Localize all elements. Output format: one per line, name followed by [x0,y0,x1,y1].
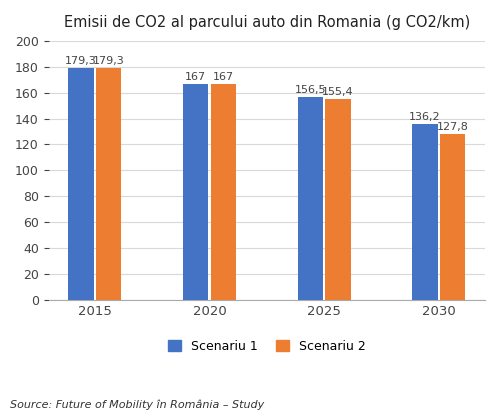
Bar [412,124,438,300]
Bar [326,98,350,300]
Bar [96,68,121,300]
Legend: Scenariu 1, Scenariu 2: Scenariu 1, Scenariu 2 [163,335,370,358]
Text: 179,3: 179,3 [65,56,97,66]
Bar [440,134,465,300]
Bar [298,97,323,300]
Text: Source: Future of Mobility în România – Study: Source: Future of Mobility în România – … [10,400,264,410]
Title: Emisii de CO2 al parcului auto din Romania (g CO2/km): Emisii de CO2 al parcului auto din Roman… [64,15,470,30]
Text: 156,5: 156,5 [294,85,326,95]
Text: 155,4: 155,4 [322,87,354,97]
Text: 167: 167 [185,72,206,82]
Text: 136,2: 136,2 [409,112,441,122]
Bar [210,84,236,300]
Text: 179,3: 179,3 [92,56,124,66]
Bar [183,84,208,300]
Text: 167: 167 [212,72,234,82]
Text: 127,8: 127,8 [436,122,468,132]
Bar [68,68,94,300]
